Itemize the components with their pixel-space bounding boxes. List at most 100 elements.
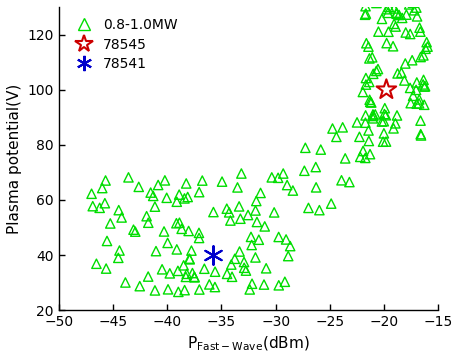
Point xyxy=(190,274,197,280)
Point xyxy=(327,201,334,207)
Point xyxy=(341,156,348,161)
Point xyxy=(179,262,187,268)
Point xyxy=(88,191,95,197)
Point xyxy=(187,248,195,253)
Point xyxy=(98,185,106,191)
Point xyxy=(411,87,419,93)
Point xyxy=(358,89,366,95)
Point xyxy=(367,100,374,105)
Point xyxy=(419,53,426,58)
Point xyxy=(129,227,137,233)
Point xyxy=(195,235,202,241)
Point xyxy=(361,82,369,87)
Point xyxy=(289,188,296,193)
Point xyxy=(419,77,426,83)
Point xyxy=(226,218,234,224)
Point xyxy=(304,205,312,211)
Point xyxy=(244,212,251,218)
Point xyxy=(332,134,339,140)
Point xyxy=(256,190,263,196)
Point xyxy=(247,242,255,248)
Point xyxy=(409,8,417,13)
Point xyxy=(391,121,398,126)
Point xyxy=(414,96,422,102)
Point xyxy=(103,238,111,244)
Point xyxy=(151,204,158,210)
Point xyxy=(151,288,158,293)
Point xyxy=(361,75,369,81)
Point xyxy=(252,198,259,204)
Point xyxy=(377,119,385,125)
Point xyxy=(248,281,255,287)
Point xyxy=(371,112,378,117)
Point xyxy=(211,269,218,275)
Point xyxy=(379,118,386,124)
Point xyxy=(223,206,230,212)
Point xyxy=(401,60,408,66)
Point xyxy=(379,139,386,145)
Point xyxy=(190,274,198,280)
Point xyxy=(419,82,426,87)
Point xyxy=(251,255,258,260)
Point xyxy=(395,12,402,18)
Point xyxy=(381,139,389,144)
Point xyxy=(377,16,385,22)
Point xyxy=(172,220,179,226)
Point xyxy=(280,279,288,285)
Point xyxy=(164,287,171,292)
Point xyxy=(185,256,193,261)
Point xyxy=(372,0,379,6)
Point xyxy=(228,274,235,280)
Point xyxy=(380,130,387,136)
Point xyxy=(147,190,154,195)
Point xyxy=(116,248,123,253)
Point xyxy=(369,116,376,121)
Point xyxy=(414,100,422,106)
Point xyxy=(369,112,376,117)
Point xyxy=(101,177,109,183)
Point xyxy=(328,126,336,131)
Point xyxy=(416,29,423,35)
Point xyxy=(279,171,286,176)
Point xyxy=(358,148,366,154)
Point xyxy=(237,171,245,176)
Point xyxy=(152,248,159,254)
Point xyxy=(242,268,249,274)
Point xyxy=(286,243,293,249)
Point xyxy=(397,70,404,76)
Point xyxy=(195,189,202,195)
Point xyxy=(235,249,243,255)
Point xyxy=(211,284,218,290)
Point xyxy=(251,208,258,213)
Point xyxy=(301,145,308,151)
Point xyxy=(421,46,428,51)
Point xyxy=(166,270,173,276)
Point xyxy=(392,10,399,15)
Point xyxy=(158,266,165,272)
Point xyxy=(389,126,396,131)
Point xyxy=(173,199,180,204)
Point xyxy=(89,203,96,209)
Point xyxy=(135,184,142,190)
Point xyxy=(124,175,132,180)
Point xyxy=(246,287,253,292)
Point xyxy=(180,195,188,201)
Point xyxy=(405,1,412,7)
Point xyxy=(382,40,390,46)
Point xyxy=(209,209,217,215)
Point xyxy=(162,195,170,201)
Point xyxy=(422,39,429,45)
Point xyxy=(149,193,157,199)
Point xyxy=(393,71,400,76)
Point xyxy=(247,234,254,240)
Point xyxy=(365,79,372,85)
Point xyxy=(93,261,100,267)
Point xyxy=(392,113,400,118)
Point xyxy=(182,181,190,186)
Point xyxy=(233,185,241,190)
Point xyxy=(412,80,420,85)
Point xyxy=(282,237,289,242)
Point xyxy=(382,87,389,93)
Point xyxy=(283,182,290,188)
Y-axis label: Plasma potential(V): Plasma potential(V) xyxy=(7,84,22,234)
